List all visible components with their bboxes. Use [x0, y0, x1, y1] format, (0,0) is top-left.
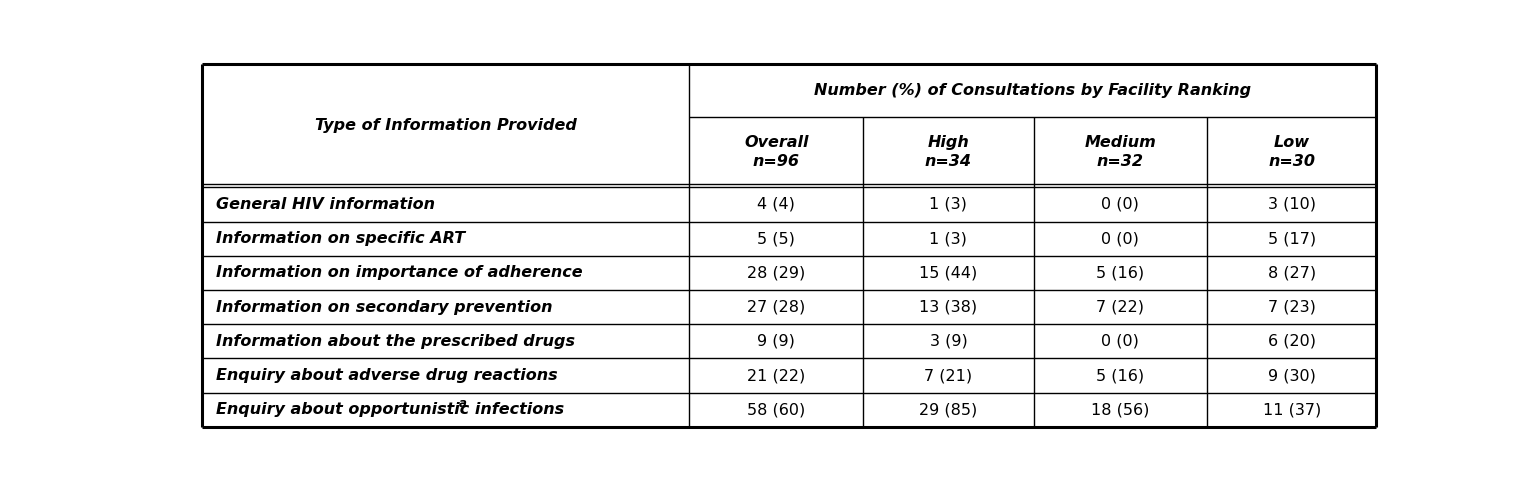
Text: High
n=34: High n=34 — [926, 135, 972, 169]
Text: 9 (9): 9 (9) — [758, 334, 795, 349]
Text: 21 (22): 21 (22) — [747, 368, 805, 383]
Text: General HIV information: General HIV information — [216, 197, 436, 212]
Text: 7 (21): 7 (21) — [924, 368, 972, 383]
Text: 18 (56): 18 (56) — [1092, 402, 1150, 417]
Text: 5 (17): 5 (17) — [1267, 231, 1317, 246]
Text: 58 (60): 58 (60) — [747, 402, 805, 417]
Text: 0 (0): 0 (0) — [1101, 197, 1140, 212]
Text: Information on secondary prevention: Information on secondary prevention — [216, 300, 553, 314]
Text: 4 (4): 4 (4) — [758, 197, 795, 212]
Text: 28 (29): 28 (29) — [747, 265, 805, 280]
Text: 3 (9): 3 (9) — [930, 334, 967, 349]
Text: 15 (44): 15 (44) — [919, 265, 978, 280]
Text: Number (%) of Consultations by Facility Ranking: Number (%) of Consultations by Facility … — [815, 83, 1252, 98]
Text: 6 (20): 6 (20) — [1267, 334, 1315, 349]
Text: Medium
n=32: Medium n=32 — [1084, 135, 1157, 169]
Text: Overall
n=96: Overall n=96 — [744, 135, 808, 169]
Text: 11 (37): 11 (37) — [1263, 402, 1321, 417]
Text: Type of Information Provided: Type of Information Provided — [314, 118, 576, 133]
Text: 29 (85): 29 (85) — [919, 402, 978, 417]
Text: Information about the prescribed drugs: Information about the prescribed drugs — [216, 334, 576, 349]
Text: Information on specific ART: Information on specific ART — [216, 231, 465, 246]
Text: Low
n=30: Low n=30 — [1269, 135, 1315, 169]
Text: 7 (22): 7 (22) — [1096, 300, 1144, 314]
Text: a: a — [459, 397, 467, 410]
Text: Enquiry about opportunistic infections: Enquiry about opportunistic infections — [216, 402, 565, 417]
Text: 13 (38): 13 (38) — [919, 300, 978, 314]
Text: 1 (3): 1 (3) — [930, 197, 967, 212]
Text: 5 (16): 5 (16) — [1096, 368, 1144, 383]
Text: Enquiry about adverse drug reactions: Enquiry about adverse drug reactions — [216, 368, 557, 383]
Text: 5 (5): 5 (5) — [758, 231, 795, 246]
Text: 1 (3): 1 (3) — [930, 231, 967, 246]
Text: 5 (16): 5 (16) — [1096, 265, 1144, 280]
Text: 3 (10): 3 (10) — [1267, 197, 1315, 212]
Text: 8 (27): 8 (27) — [1267, 265, 1317, 280]
Text: 27 (28): 27 (28) — [747, 300, 805, 314]
Text: 9 (30): 9 (30) — [1267, 368, 1315, 383]
Text: 7 (23): 7 (23) — [1267, 300, 1315, 314]
Text: 0 (0): 0 (0) — [1101, 334, 1140, 349]
Text: 0 (0): 0 (0) — [1101, 231, 1140, 246]
Text: Information on importance of adherence: Information on importance of adherence — [216, 265, 584, 280]
